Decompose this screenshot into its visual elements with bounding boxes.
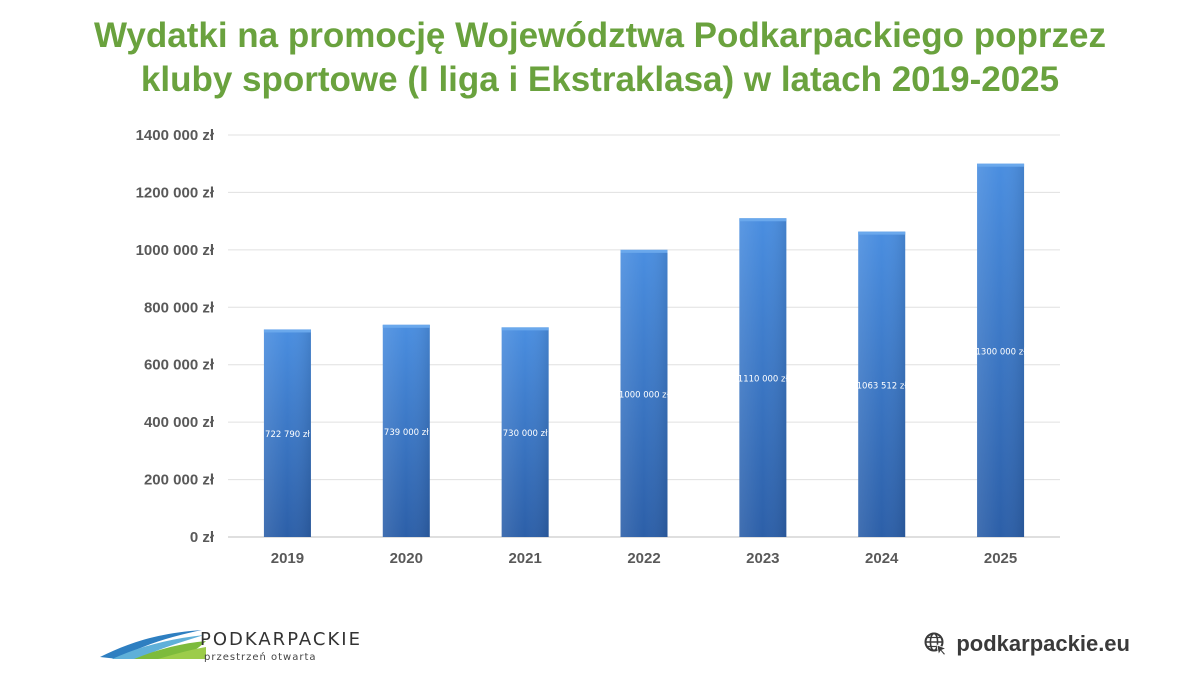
bar-shading [263,329,311,537]
globe-cursor-icon [924,632,948,656]
bar-shading [620,249,668,537]
bar-top-highlight [977,163,1025,167]
chart-title-line-2: kluby sportowe (I liga i Ekstraklasa) w … [140,60,1060,99]
bar-top-highlight [263,329,311,333]
bar-shading [977,163,1025,537]
website-link[interactable]: podkarpackie.eu [924,631,1130,657]
y-tick-label: 800 000 zł [144,299,215,316]
bar-data-label: 1063 512 zł [857,381,908,391]
brand-tagline: przestrzeń otwarta [204,652,317,663]
y-tick-label: 1200 000 zł [136,184,215,201]
x-tick-label: 2021 [508,550,541,567]
bar-data-label: 722 790 zł [265,430,310,440]
y-tick-label: 0 zł [190,529,215,546]
y-tick-label: 1000 000 zł [136,242,215,259]
bar-data-label: 1000 000 zł [619,390,670,400]
website-text[interactable]: podkarpackie.eu [956,631,1130,656]
x-tick-label: 2022 [627,550,660,567]
bar-shading [382,324,430,537]
x-tick-label: 2024 [865,550,899,567]
y-axis-ticks: 0 zł 200 000 zł 400 000 zł 600 000 zł 800 00… [136,127,215,546]
bar-top-highlight [501,327,549,331]
y-tick-label: 200 000 zł [144,472,215,489]
x-axis-ticks: 2019 2020 2021 2022 2023 2024 2025 [271,550,1018,567]
bar-shading [858,231,906,538]
bar-data-label: 1300 000 zł [976,347,1027,357]
y-tick-label: 600 000 zł [144,357,215,374]
bar-top-highlight [620,249,668,253]
bar-shading [739,218,787,537]
bar-top-highlight [382,324,430,328]
x-tick-label: 2019 [271,550,304,567]
bar-top-highlight [858,231,906,235]
bar-top-highlight [739,218,787,222]
bar-data-label: 739 000 zł [384,428,429,438]
y-tick-label: 1400 000 zł [136,127,215,144]
x-tick-label: 2023 [746,550,779,567]
x-tick-label: 2020 [390,550,423,567]
chart-title: Wydatki na promocję Województwa Podkarpa… [0,14,1200,102]
bar-data-label: 730 000 zł [503,429,548,439]
bar-data-label: 1110 000 zł [738,375,789,385]
bar-shading [501,327,549,537]
y-tick-label: 400 000 zł [144,414,215,431]
chart-title-line-1: Wydatki na promocję Województwa Podkarpa… [94,16,1106,55]
x-tick-label: 2025 [984,550,1017,567]
podkarpackie-logo-icon [100,630,206,659]
bars: 722 790 zł 739 000 zł 730 000 zł 1000 000 z… [263,163,1027,538]
bar-chart: 0 zł 200 000 zł 400 000 zł 600 000 zł 800 00… [136,127,1060,567]
brand-name: PODKARPACKIE [200,629,362,650]
